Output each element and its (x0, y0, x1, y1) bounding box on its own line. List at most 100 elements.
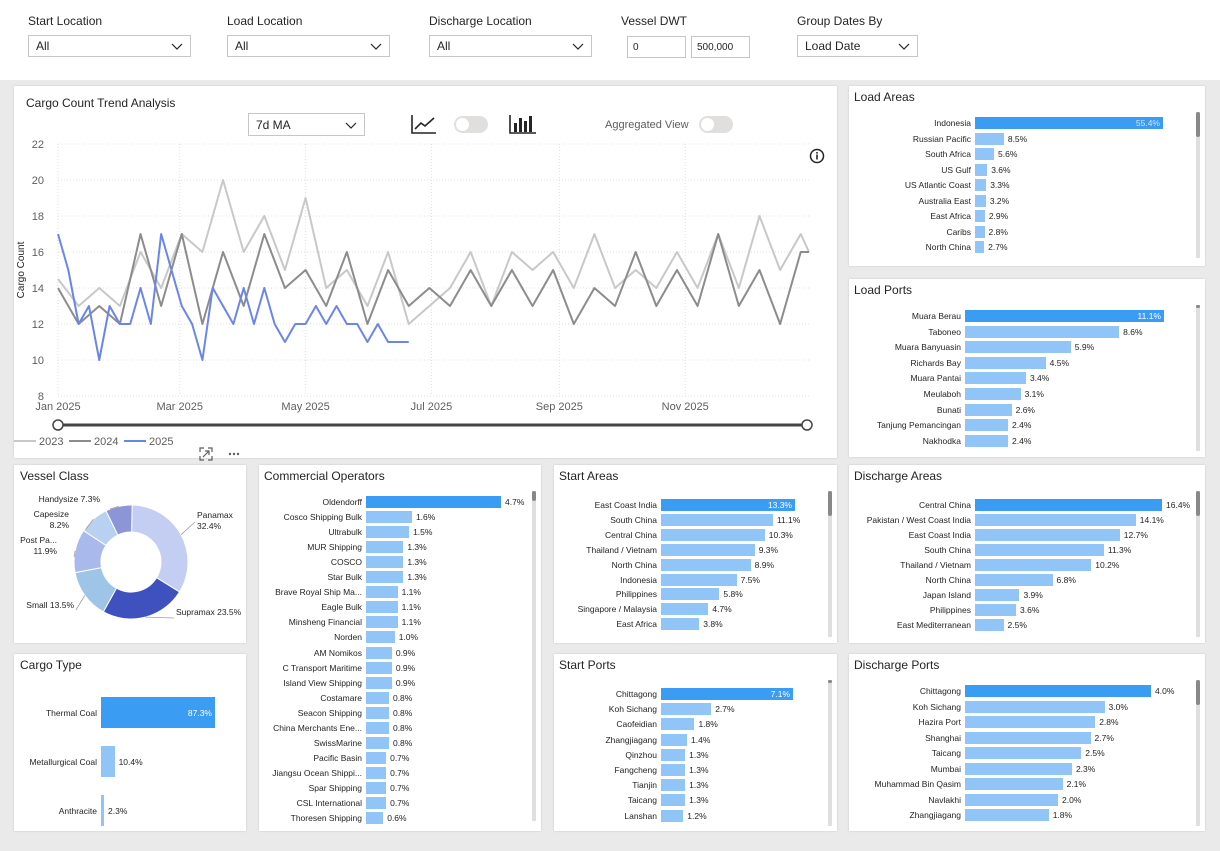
bar-row[interactable]: Ultrabulk 1.5% (259, 526, 537, 539)
more-options-icon[interactable] (227, 447, 241, 461)
bar-row[interactable]: Bunati 2.6% (849, 403, 1200, 416)
bar-row[interactable]: Island View Shipping 0.9% (259, 676, 537, 689)
bar[interactable] (366, 616, 398, 629)
bar-row[interactable]: Jiangsu Ocean Shippi... 0.7% (259, 766, 537, 779)
scrollbar[interactable] (1196, 491, 1200, 637)
bar-row[interactable]: Costamare 0.8% (259, 691, 537, 704)
bar[interactable] (661, 603, 709, 616)
bar[interactable] (975, 604, 1017, 616)
bar[interactable] (661, 748, 686, 761)
bar-row[interactable]: Philippines 5.8% (554, 588, 831, 601)
bar[interactable] (661, 543, 755, 556)
bar-row[interactable]: C Transport Maritime 0.9% (259, 661, 537, 674)
legend-label-2024[interactable]: 2024 (94, 436, 118, 448)
scrollbar[interactable] (828, 680, 832, 826)
bar[interactable] (965, 809, 1049, 821)
scrollbar[interactable] (828, 491, 832, 637)
bar[interactable] (975, 574, 1053, 586)
scrollbar-thumb[interactable] (1196, 305, 1200, 308)
bar[interactable] (975, 529, 1120, 541)
bar[interactable] (975, 589, 1020, 601)
bar[interactable] (661, 703, 712, 716)
bar[interactable] (366, 646, 392, 659)
bar-row[interactable]: Pacific Basin 0.7% (259, 751, 537, 764)
bar-row[interactable]: Muara Berau 11.1% (849, 310, 1200, 322)
discharge-location-dropdown[interactable]: All (429, 35, 592, 57)
bar[interactable] (965, 793, 1058, 806)
bar-chart-icon[interactable] (508, 113, 538, 135)
bar[interactable] (975, 163, 988, 176)
scrollbar[interactable] (532, 491, 536, 821)
bar-row[interactable]: South China 11.3% (849, 544, 1198, 556)
legend-label-2023[interactable]: 2023 (39, 436, 63, 448)
donut-slice-panamax[interactable] (131, 504, 189, 593)
bar-row[interactable]: Caofeidian 1.8% (554, 718, 829, 731)
bar[interactable] (965, 388, 1021, 400)
bar[interactable] (661, 718, 695, 731)
bar-row[interactable]: Norden 1.0% (259, 631, 537, 644)
series-line-2025[interactable] (57, 233, 409, 361)
bar[interactable] (965, 419, 1009, 432)
series-line-2024[interactable] (57, 233, 809, 325)
bar[interactable] (661, 618, 700, 631)
bar-row[interactable]: Thoresen Shipping 0.6% (259, 812, 537, 825)
ma-dropdown[interactable]: 7d MA (248, 113, 365, 136)
bar-row[interactable]: Lanshan 1.2% (554, 809, 829, 822)
bar-row[interactable]: CSL International 0.7% (259, 797, 537, 809)
bar-row[interactable]: SwissMarine 0.8% (259, 736, 537, 749)
bar[interactable] (366, 751, 387, 764)
group-dates-dropdown[interactable]: Load Date (797, 35, 918, 57)
bar[interactable] (975, 544, 1104, 556)
bar[interactable] (366, 586, 398, 599)
date-range-slider-start-handle[interactable] (52, 419, 64, 431)
bar-row[interactable]: Central China 16.4% (849, 499, 1198, 511)
bar-row[interactable]: US Atlantic Coast 3.3% (849, 179, 1199, 191)
bar[interactable] (965, 434, 1009, 447)
bar-row[interactable]: Spar Shipping 0.7% (259, 781, 537, 794)
bar[interactable] (661, 513, 773, 526)
scrollbar-thumb[interactable] (532, 491, 536, 501)
bar[interactable] (975, 619, 1004, 631)
bar-row[interactable]: Australia East 3.2% (849, 194, 1199, 207)
bar[interactable] (366, 812, 384, 825)
bar-row[interactable]: East Africa 2.9% (849, 210, 1199, 222)
bar-row[interactable]: Muhammad Bin Qasim 2.1% (849, 778, 1187, 790)
bar[interactable] (975, 210, 985, 222)
bar-row[interactable]: Nakhodka 2.4% (849, 434, 1200, 447)
bar-row[interactable]: North China 2.7% (849, 241, 1199, 253)
bar-row[interactable]: Pakistan / West Coast India 14.1% (849, 514, 1198, 526)
bar[interactable] (366, 571, 404, 584)
bar-row[interactable]: Central China 10.3% (554, 528, 831, 541)
scrollbar[interactable] (1196, 112, 1200, 258)
bar[interactable] (101, 746, 115, 777)
bar-row[interactable]: Qinzhou 1.3% (554, 748, 829, 761)
bar-row[interactable]: Thailand / Vietnam 10.2% (849, 559, 1198, 571)
bar[interactable] (975, 117, 1163, 129)
bar[interactable] (661, 573, 737, 586)
bar[interactable] (366, 496, 501, 508)
start-location-dropdown[interactable]: All (28, 35, 191, 57)
bar-row[interactable]: Hazira Port 2.8% (849, 716, 1187, 728)
bar-row[interactable]: Muara Banyuasin 5.9% (849, 341, 1200, 354)
bar[interactable] (965, 325, 1120, 338)
scrollbar[interactable] (1196, 680, 1200, 826)
bar[interactable] (965, 731, 1091, 744)
bar[interactable] (975, 559, 1092, 571)
bar[interactable] (975, 194, 986, 207)
date-range-slider-end-handle[interactable] (801, 419, 813, 431)
bar[interactable] (661, 528, 765, 541)
bar[interactable] (366, 706, 389, 719)
focus-mode-icon[interactable] (199, 447, 213, 461)
bar-row[interactable]: Fangcheng 1.3% (554, 764, 829, 776)
aggregated-view-toggle[interactable] (699, 116, 733, 133)
bar[interactable] (366, 601, 398, 614)
bar-row[interactable]: Cosco Shipping Bulk 1.6% (259, 511, 537, 524)
bar-row[interactable]: Thermal Coal 87.3% (14, 697, 251, 728)
bar-row[interactable]: Caribs 2.8% (849, 225, 1199, 238)
bar-row[interactable]: Koh Sichang 2.7% (554, 703, 829, 716)
bar[interactable] (661, 588, 720, 601)
bar-row[interactable]: Seacon Shipping 0.8% (259, 706, 537, 719)
scrollbar-thumb[interactable] (1196, 680, 1200, 705)
bar-row[interactable]: Mumbai 2.3% (849, 762, 1187, 775)
scrollbar[interactable] (1196, 305, 1200, 451)
